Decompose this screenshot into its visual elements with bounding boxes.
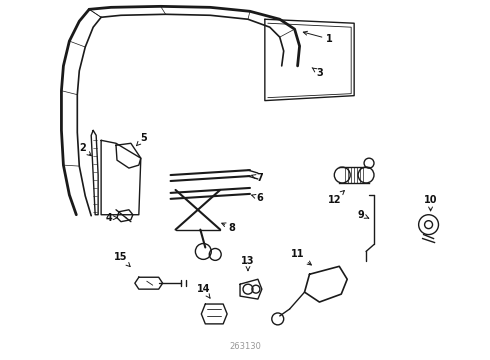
Text: 14: 14: [196, 284, 210, 298]
Text: 8: 8: [222, 222, 236, 233]
Text: 2: 2: [79, 143, 91, 156]
Text: 1: 1: [303, 31, 333, 44]
Text: 10: 10: [424, 195, 437, 211]
Text: 5: 5: [136, 133, 147, 146]
Text: 12: 12: [327, 190, 344, 205]
Text: 6: 6: [252, 193, 263, 203]
Text: 15: 15: [114, 252, 130, 267]
Text: 9: 9: [358, 210, 369, 220]
Text: 3: 3: [312, 68, 323, 78]
Text: 4: 4: [106, 213, 117, 223]
Text: 263130: 263130: [229, 342, 261, 351]
Text: 13: 13: [241, 256, 255, 271]
Text: 7: 7: [252, 173, 263, 183]
Text: 11: 11: [291, 249, 311, 265]
